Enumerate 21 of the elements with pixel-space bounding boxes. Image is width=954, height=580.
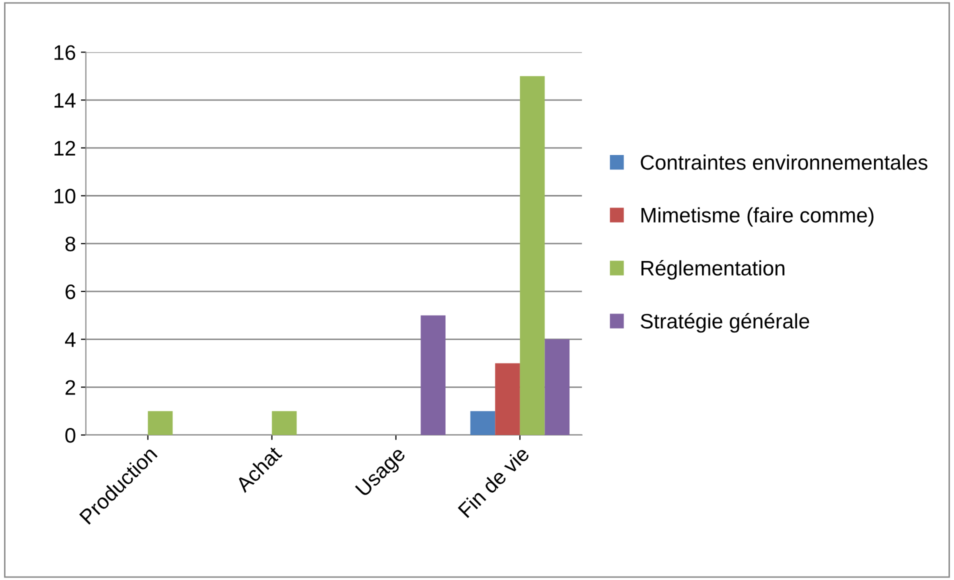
legend-label: Réglementation bbox=[641, 260, 784, 280]
legend-label: Contraintes environnementales bbox=[640, 154, 928, 170]
bar bbox=[520, 76, 545, 435]
y-tick-label: 14 bbox=[54, 93, 76, 108]
bar bbox=[470, 411, 496, 435]
y-tick-label: 16 bbox=[54, 45, 76, 60]
y-tick-label: 0 bbox=[65, 428, 76, 443]
y-tick-label: 10 bbox=[54, 188, 76, 204]
y-tick-label: 8 bbox=[65, 236, 76, 252]
y-tick-label: 2 bbox=[66, 380, 76, 395]
bar bbox=[272, 411, 297, 435]
legend-label: Stratégie générale bbox=[640, 313, 810, 333]
legend-label: Mimetisme (faire comme) bbox=[641, 207, 874, 227]
bar bbox=[148, 411, 173, 435]
bar bbox=[544, 339, 570, 435]
y-tick-label: 12 bbox=[54, 140, 76, 156]
bar bbox=[420, 315, 446, 435]
y-tick-label: 6 bbox=[66, 284, 76, 300]
x-tick-label: Fin de vie bbox=[457, 445, 530, 518]
y-tick-label: 4 bbox=[65, 332, 76, 347]
bar bbox=[495, 363, 520, 435]
